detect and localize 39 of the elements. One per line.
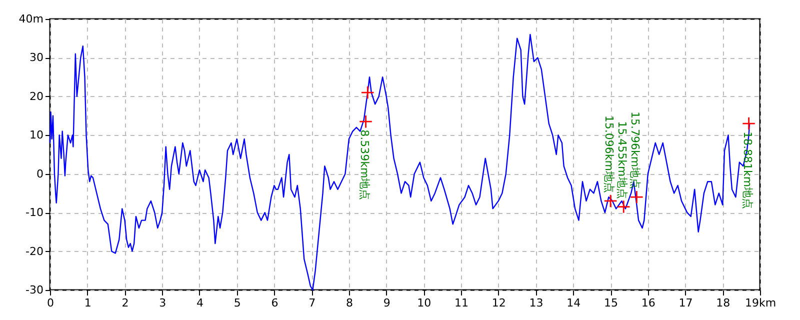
x-tick-label: 17 (678, 296, 693, 310)
y-tick-label: -20 (26, 244, 44, 258)
x-tick-label: 14 (566, 296, 581, 310)
x-tick-label: 0 (47, 296, 54, 310)
y-tick-label: 0 (36, 167, 44, 180)
x-tick-label: 11 (454, 296, 469, 310)
point (604, 194, 618, 208)
x-tick-label: 5 (234, 296, 241, 310)
y-tick-label: -10 (26, 206, 44, 220)
x-tick-label: 15 (604, 296, 618, 310)
y-tick-label: 30 (30, 51, 44, 64)
x-tick-label: 3 (159, 296, 166, 310)
annotation: 18.881km地点 (740, 132, 754, 210)
y-tick-label: 10 (30, 128, 44, 142)
x-tick-label: 10 (417, 296, 432, 310)
x-tick-label: 18 (716, 296, 730, 310)
annotation: 8.539km地点 (358, 130, 371, 200)
y-tick-label: 40m (18, 12, 44, 26)
x-tick-label: 13 (529, 296, 544, 310)
x-tick-label: 7 (308, 296, 316, 310)
point (742, 116, 756, 130)
y-tick-label: 20 (30, 90, 44, 103)
x-tick-label: 1 (84, 296, 92, 310)
point (630, 190, 644, 204)
x-tick-label: 6 (271, 296, 278, 310)
y-tick-label: -30 (26, 284, 44, 296)
x-tick-label: 12 (492, 296, 506, 310)
x-tick-label: 8 (346, 296, 353, 310)
x-tick-label: 9 (383, 296, 390, 310)
point (616, 200, 630, 214)
x-tick-label: 4 (196, 296, 204, 310)
point (358, 114, 373, 128)
x-tick-label: 16 (641, 296, 656, 310)
annotation: 15.096km地点 (602, 115, 616, 193)
annotation: 15.796km地点 (628, 112, 642, 190)
x-tick-label: 2 (122, 296, 129, 310)
x-tick-label: 19km (744, 296, 776, 310)
annotation: 15.455km地点 (616, 121, 629, 199)
point (360, 86, 374, 100)
